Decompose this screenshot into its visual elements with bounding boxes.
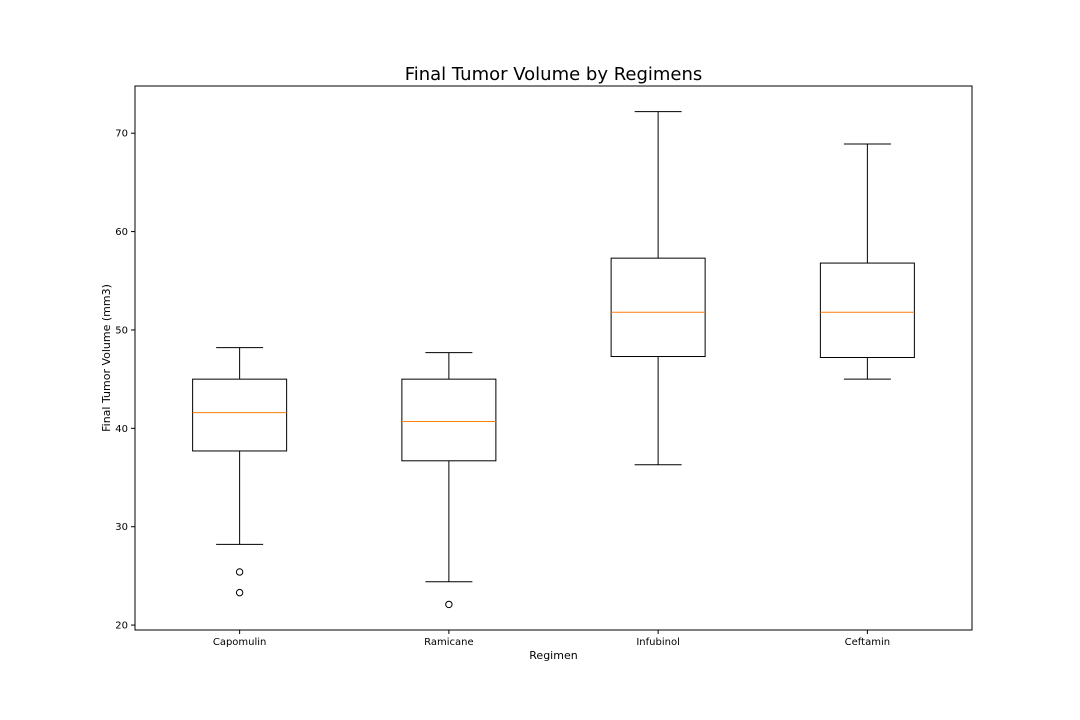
y-tick-label: 30 bbox=[115, 522, 128, 533]
y-tick-label: 50 bbox=[115, 325, 128, 336]
iqr-box bbox=[610, 257, 706, 358]
box-capomulin bbox=[192, 347, 288, 597]
axes-frame bbox=[134, 85, 973, 631]
y-tick-label: 70 bbox=[115, 129, 128, 140]
y-axis-label: Final Tumor Volume (mm3) bbox=[100, 284, 113, 432]
iqr-box bbox=[192, 378, 288, 452]
x-axis: Capomulin Ramicane Infubinol Ceftamin bbox=[213, 630, 890, 648]
x-tick-label: Capomulin bbox=[213, 637, 267, 648]
iqr-box bbox=[819, 262, 915, 359]
x-axis-label: Regimen bbox=[529, 649, 577, 662]
box-ramicane bbox=[401, 352, 497, 609]
x-tick-label: Ramicane bbox=[424, 637, 474, 648]
iqr-box bbox=[401, 378, 497, 462]
y-axis: 20 30 40 50 60 70 bbox=[115, 129, 135, 632]
x-tick-label: Ceftamin bbox=[845, 637, 890, 648]
box-infubinol bbox=[610, 111, 706, 466]
x-tick-label: Infubinol bbox=[636, 637, 680, 648]
plot-area bbox=[192, 111, 915, 609]
outlier-point bbox=[235, 588, 244, 597]
y-tick-label: 60 bbox=[115, 227, 128, 238]
y-tick-label: 20 bbox=[115, 621, 128, 632]
outlier-point bbox=[235, 568, 244, 576]
outlier-point bbox=[445, 600, 453, 609]
box-ceftamin bbox=[819, 143, 915, 380]
chart-title: Final Tumor Volume by Regimens bbox=[405, 64, 703, 85]
y-tick-label: 40 bbox=[115, 424, 128, 435]
